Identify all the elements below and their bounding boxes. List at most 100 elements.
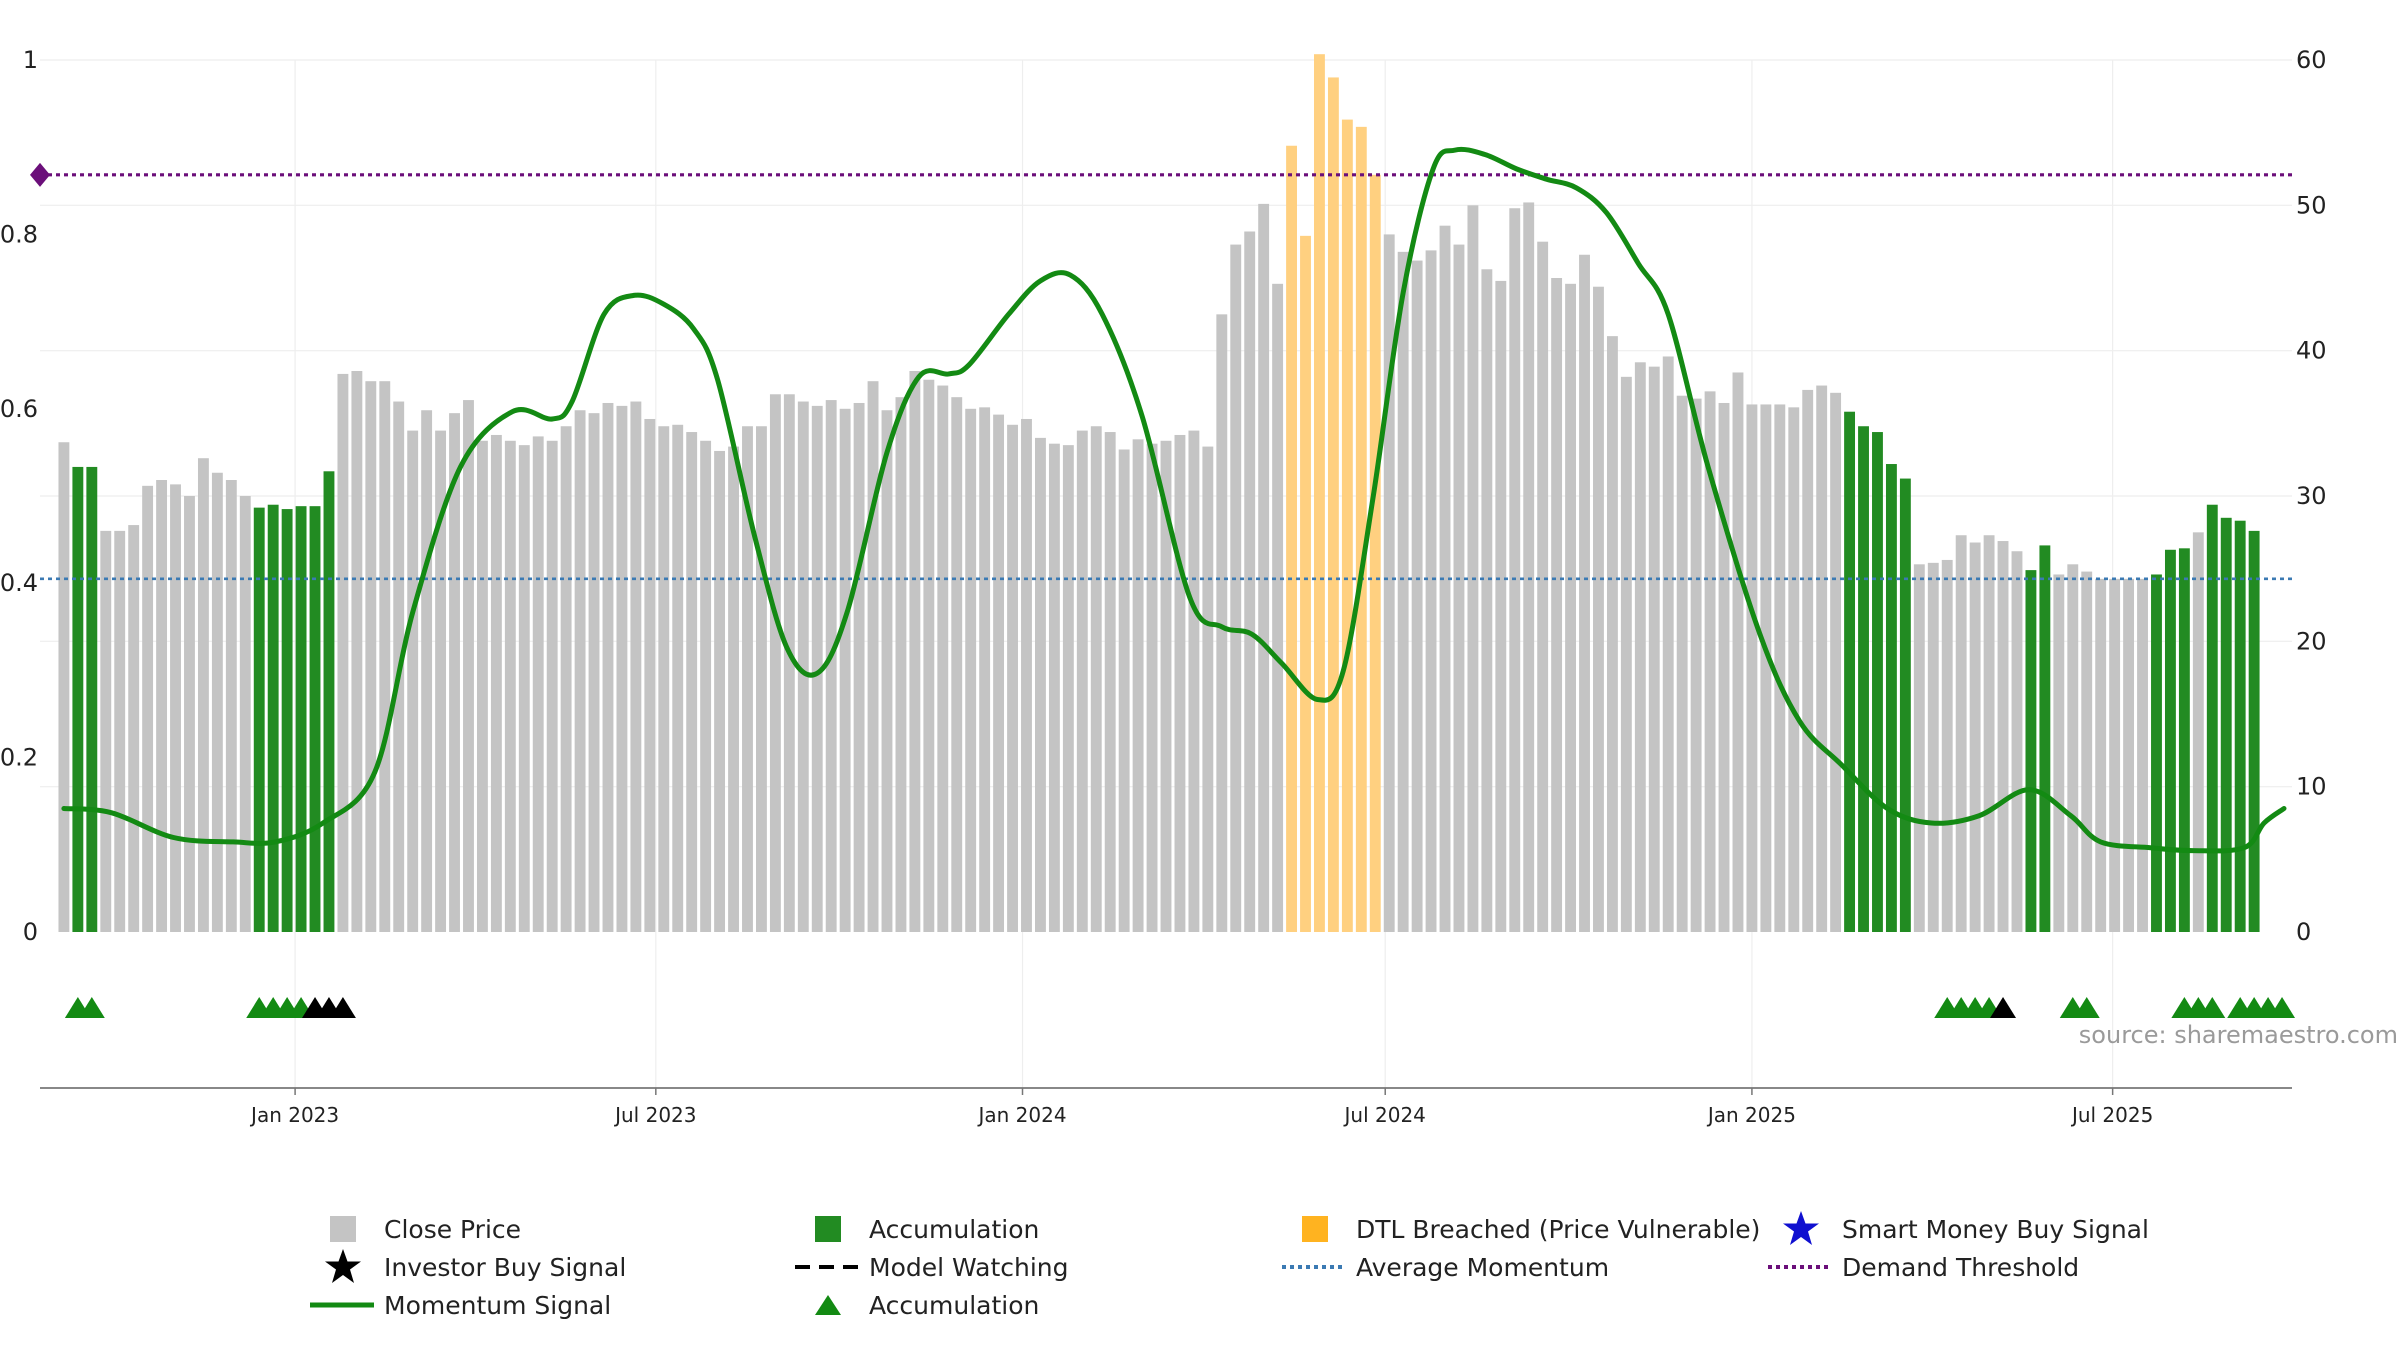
- bar-grey: [1760, 404, 1772, 932]
- legend-swatch-line: [310, 1286, 374, 1324]
- bar-grey: [1997, 541, 2009, 932]
- bar-grey: [2053, 574, 2065, 932]
- bar-green: [1899, 478, 1911, 932]
- bar-grey: [853, 402, 865, 932]
- bar-grey: [197, 458, 209, 932]
- bar-grey: [504, 440, 516, 932]
- bar-grey: [1718, 402, 1730, 932]
- bar-green: [2220, 517, 2232, 932]
- x-tick-label: Jan 2023: [249, 1103, 339, 1127]
- bar-grey: [211, 472, 223, 932]
- bar-green: [72, 466, 84, 932]
- legend-item: Close Price: [310, 1210, 521, 1248]
- right-tick-label: 0: [2296, 918, 2311, 946]
- signal-markers: [64, 997, 2296, 1018]
- bar-green: [2206, 504, 2218, 932]
- bar-grey: [1244, 231, 1256, 933]
- legend-item: Average Momentum: [1282, 1248, 1609, 1286]
- bar-grey: [1969, 542, 1981, 932]
- legend-swatch-dashed: [795, 1248, 859, 1286]
- accumulation-signal-marker: [78, 997, 105, 1018]
- bar-grey: [1746, 404, 1758, 932]
- bar-orange: [1300, 235, 1311, 933]
- bar-grey: [156, 480, 168, 932]
- bar-grey: [1662, 356, 1674, 933]
- legend-swatch-square: [310, 1210, 374, 1248]
- bar-green: [2039, 545, 2051, 932]
- bar-grey: [560, 426, 572, 932]
- bar-grey: [1830, 392, 1842, 932]
- bar-green: [2234, 520, 2246, 932]
- bar-grey: [1188, 430, 1200, 932]
- bar-grey: [1593, 286, 1604, 933]
- demand-threshold-marker: [30, 162, 50, 187]
- bar-grey: [1955, 535, 1967, 932]
- legend-swatch-dotted: [1282, 1248, 1346, 1286]
- bar-grey: [811, 405, 823, 932]
- bar-grey: [1579, 254, 1590, 932]
- bar-orange: [1314, 54, 1325, 932]
- bar-grey: [937, 385, 949, 932]
- bar-grey: [1913, 564, 1925, 932]
- bar-green: [1872, 432, 1883, 932]
- bar-grey: [1411, 260, 1423, 932]
- x-tick-label: Jan 2024: [976, 1103, 1066, 1127]
- bar-grey: [1676, 395, 1688, 933]
- legend-swatch-square: [795, 1210, 859, 1248]
- bar-orange: [1355, 126, 1367, 933]
- bar-green: [253, 507, 265, 932]
- bar-grey: [588, 413, 600, 932]
- accumulation-signal-marker: [2269, 997, 2296, 1018]
- bar-grey: [476, 440, 488, 932]
- bar-grey: [1690, 398, 1702, 932]
- x-tick-label: Jul 2025: [2070, 1103, 2153, 1127]
- bar-grey: [142, 485, 154, 932]
- legend-label: Accumulation: [869, 1214, 1040, 1244]
- bar-grey: [1537, 241, 1549, 933]
- bar-grey: [825, 400, 837, 933]
- bar-grey: [728, 446, 739, 932]
- bar-grey: [1704, 391, 1716, 932]
- bar-grey: [756, 426, 767, 932]
- bars: [58, 54, 2260, 933]
- legend-swatch-square: [1282, 1210, 1346, 1248]
- bar-green: [323, 471, 335, 932]
- investor-signal-marker: [329, 997, 356, 1018]
- bar-grey: [1383, 234, 1395, 932]
- bar-grey: [1272, 283, 1284, 932]
- legend-label: Average Momentum: [1356, 1252, 1610, 1282]
- legend-label: Investor Buy Signal: [384, 1252, 627, 1282]
- bar-grey: [1565, 283, 1576, 932]
- x-tick-label: Jul 2023: [613, 1103, 696, 1127]
- bar-orange: [1341, 119, 1353, 933]
- legend-label: Close Price: [384, 1214, 522, 1244]
- bar-grey: [58, 442, 70, 932]
- legend-item: Model Watching: [795, 1248, 1069, 1286]
- bar-grey: [2137, 578, 2148, 932]
- bar-grey: [1174, 434, 1186, 932]
- bar-grey: [923, 379, 935, 933]
- legend-label: Accumulation: [869, 1290, 1040, 1320]
- bar-grey: [100, 530, 112, 932]
- accumulation-signal-marker: [2073, 997, 2100, 1018]
- left-tick-label: 0.8: [0, 220, 38, 248]
- bar-green: [2178, 548, 2190, 932]
- bar-grey: [1732, 372, 1744, 933]
- bar-grey: [546, 440, 558, 932]
- bar-grey: [630, 401, 642, 932]
- bar-grey: [1551, 278, 1563, 932]
- bar-grey: [114, 530, 126, 932]
- bar-grey: [463, 400, 474, 933]
- accumulation-signal-marker: [2199, 997, 2226, 1018]
- bar-grey: [1397, 251, 1409, 933]
- bar-grey: [783, 394, 795, 932]
- momentum-line-layer: [61, 146, 2287, 854]
- bar-grey: [1523, 202, 1535, 932]
- bar-grey: [2067, 564, 2079, 932]
- bar-grey: [574, 410, 586, 932]
- left-tick-label: 0.2: [0, 744, 38, 772]
- bar-grey: [769, 394, 781, 932]
- legend-item: Demand Threshold: [1768, 1248, 2079, 1286]
- bar-grey: [1453, 244, 1465, 932]
- momentum-signal-line: [61, 146, 2287, 854]
